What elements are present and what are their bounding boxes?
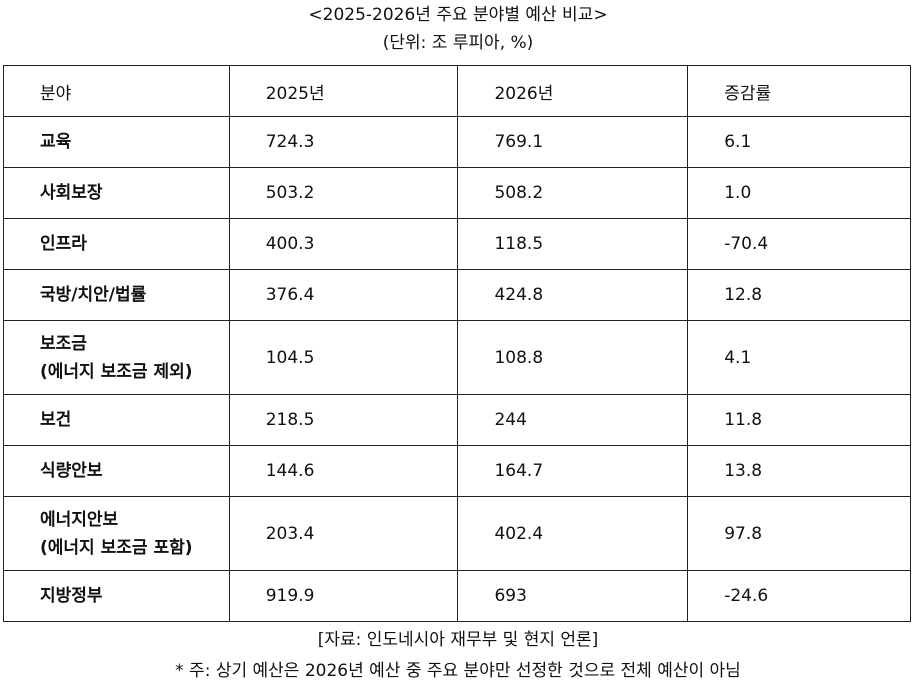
sector-cell: 지방정부 bbox=[3, 570, 230, 622]
sector-qualifier: (에너지 보조금 제외) bbox=[40, 361, 193, 382]
change-rate-cell: 4.1 bbox=[687, 320, 911, 395]
header-2026: 2026년 bbox=[457, 65, 689, 117]
change-rate-cell: -24.6 bbox=[687, 570, 911, 622]
footnote: * 주: 상기 예산은 2026년 예산 중 주요 분야만 선정한 것으로 전체… bbox=[175, 661, 741, 681]
change-rate-cell: 97.8 bbox=[687, 496, 911, 571]
table-row: 지방정부 919.9 693 -24.6 bbox=[3, 570, 911, 622]
sector-name: 에너지안보 bbox=[40, 509, 119, 530]
value-2025-cell: 724.3 bbox=[228, 116, 459, 168]
header-row: 분야 2025년 2026년 증감률 bbox=[3, 65, 911, 117]
sector-cell: 보조금 (에너지 보조금 제외) bbox=[3, 320, 230, 395]
sector-qualifier: (에너지 보조금 포함) bbox=[40, 537, 193, 558]
value-2025-cell: 376.4 bbox=[228, 269, 459, 321]
header-change-rate: 증감률 bbox=[687, 65, 911, 117]
sector-cell: 에너지안보 (에너지 보조금 포함) bbox=[3, 496, 230, 571]
sector-cell: 국방/치안/법률 bbox=[3, 269, 230, 321]
change-rate-cell: 13.8 bbox=[687, 445, 911, 497]
change-rate-cell: 6.1 bbox=[687, 116, 911, 168]
value-2025-cell: 104.5 bbox=[228, 320, 459, 395]
table-row: 교육 724.3 769.1 6.1 bbox=[3, 116, 911, 168]
value-2025-cell: 503.2 bbox=[228, 167, 459, 219]
value-2026-cell: 118.5 bbox=[457, 218, 689, 270]
table-row: 보조금 (에너지 보조금 제외) 104.5 108.8 4.1 bbox=[3, 320, 911, 395]
header-sector: 분야 bbox=[3, 65, 230, 117]
unit-caption: (단위: 조 루피아, %) bbox=[382, 33, 534, 53]
value-2025-cell: 919.9 bbox=[228, 570, 459, 622]
table-row: 인프라 400.3 118.5 -70.4 bbox=[3, 218, 911, 270]
budget-table: 분야 2025년 2026년 증감률 교육 724.3 769.1 6.1 사회… bbox=[3, 65, 911, 622]
sector-name: 보조금 bbox=[40, 333, 87, 354]
value-2026-cell: 693 bbox=[457, 570, 689, 622]
value-2026-cell: 164.7 bbox=[457, 445, 689, 497]
table-row: 국방/치안/법률 376.4 424.8 12.8 bbox=[3, 269, 911, 321]
value-2025-cell: 400.3 bbox=[228, 218, 459, 270]
change-rate-cell: 12.8 bbox=[687, 269, 911, 321]
value-2026-cell: 108.8 bbox=[457, 320, 689, 395]
table-row: 식량안보 144.6 164.7 13.8 bbox=[3, 445, 911, 497]
table-title: <2025-2026년 주요 분야별 예산 비교> bbox=[308, 5, 608, 25]
table-row: 사회보장 503.2 508.2 1.0 bbox=[3, 167, 911, 219]
value-2026-cell: 424.8 bbox=[457, 269, 689, 321]
sector-cell: 교육 bbox=[3, 116, 230, 168]
change-rate-cell: 1.0 bbox=[687, 167, 911, 219]
table-row: 에너지안보 (에너지 보조금 포함) 203.4 402.4 97.8 bbox=[3, 496, 911, 571]
change-rate-cell: 11.8 bbox=[687, 394, 911, 446]
change-rate-cell: -70.4 bbox=[687, 218, 911, 270]
source-citation: [자료: 인도네시아 재무부 및 현지 언론] bbox=[317, 630, 599, 650]
sector-cell: 사회보장 bbox=[3, 167, 230, 219]
sector-cell: 인프라 bbox=[3, 218, 230, 270]
value-2026-cell: 508.2 bbox=[457, 167, 689, 219]
sector-cell: 식량안보 bbox=[3, 445, 230, 497]
value-2026-cell: 769.1 bbox=[457, 116, 689, 168]
header-2025: 2025년 bbox=[228, 65, 459, 117]
sector-cell: 보건 bbox=[3, 394, 230, 446]
value-2026-cell: 244 bbox=[457, 394, 689, 446]
value-2026-cell: 402.4 bbox=[457, 496, 689, 571]
value-2025-cell: 218.5 bbox=[228, 394, 459, 446]
table-row: 보건 218.5 244 11.8 bbox=[3, 394, 911, 446]
value-2025-cell: 144.6 bbox=[228, 445, 459, 497]
value-2025-cell: 203.4 bbox=[228, 496, 459, 571]
